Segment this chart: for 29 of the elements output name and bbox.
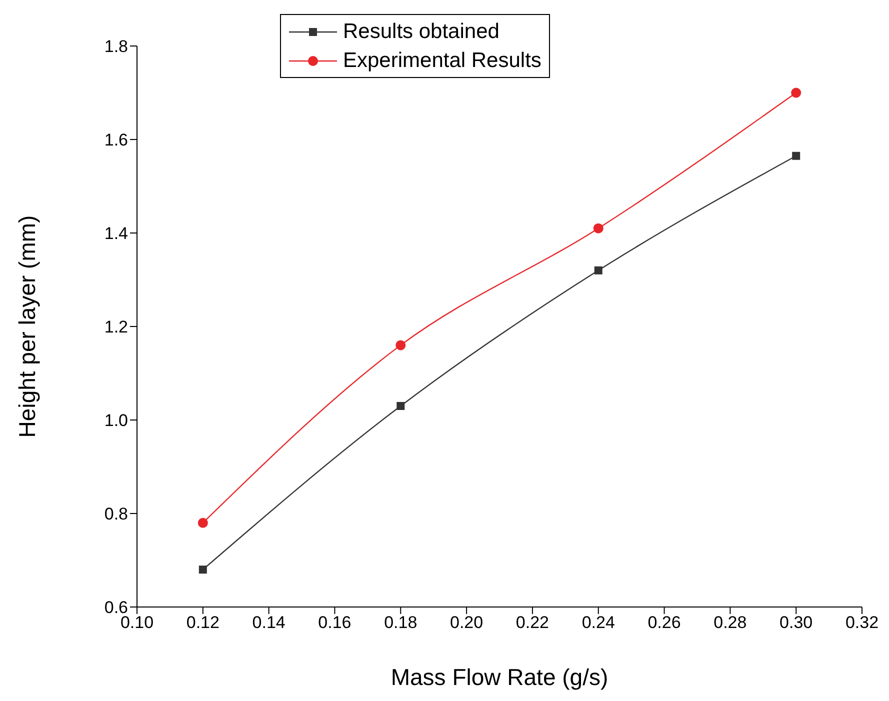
point [198, 518, 208, 528]
point [396, 340, 406, 350]
point [593, 223, 604, 234]
x-tick-label: 0.26 [648, 613, 681, 632]
x-tick-label: 0.18 [384, 613, 418, 632]
legend-label: Results obtained [343, 20, 500, 44]
point [791, 88, 802, 98]
point [594, 266, 602, 274]
x-tick-label: 0.20 [450, 613, 484, 632]
x-tick-label: 0.14 [252, 613, 286, 632]
x-tick-label: 0.16 [318, 613, 352, 632]
x-tick-label: 0.12 [186, 613, 220, 632]
y-tick-label: 1.4 [104, 224, 128, 244]
point [198, 566, 207, 574]
y-tick-label: 1.8 [104, 37, 128, 56]
legend-label: Experimental Results [343, 48, 542, 72]
x-tick-label: 0.30 [780, 613, 813, 632]
x-tick-label: 0.22 [516, 613, 549, 632]
point [792, 152, 800, 160]
point [396, 402, 405, 410]
y-axis-title: Height per layer (mm) [14, 215, 40, 438]
y-tick-label: 1.2 [104, 318, 128, 337]
x-tick-label: 0.24 [582, 613, 615, 632]
x-tick-label: 0.32 [845, 613, 879, 632]
y-tick-label: 0.8 [104, 504, 128, 524]
x-axis-title: Mass Flow Rate (g/s) [390, 664, 608, 690]
y-tick-label: 1.6 [104, 130, 128, 150]
y-tick-label: 1.0 [104, 411, 128, 430]
x-tick-label: 0.28 [714, 613, 747, 632]
